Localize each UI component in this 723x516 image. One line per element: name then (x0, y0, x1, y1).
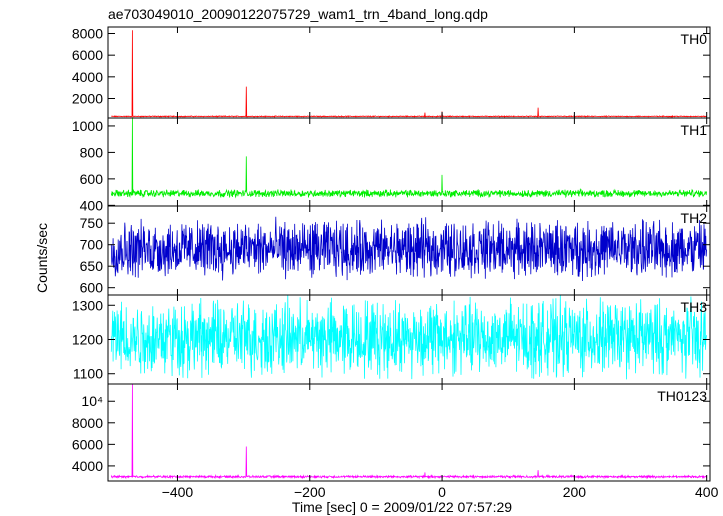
y-tick-label: 600 (80, 280, 104, 296)
x-tick-label: 200 (563, 484, 587, 500)
panel-label: TH3 (681, 299, 708, 315)
y-tick-label: 750 (80, 215, 104, 231)
series-th2 (110, 216, 707, 282)
panel-th3: 1100 1200 1300 TH3 (72, 294, 711, 385)
y-tick-label: 6000 (72, 47, 103, 63)
panel-label: TH0123 (657, 388, 707, 404)
panel-frame (107, 383, 711, 482)
y-tick-label: 400 (80, 197, 104, 213)
y-tick-label: 4000 (72, 458, 103, 474)
series-th1 (110, 117, 707, 199)
y-tick-label: 800 (80, 144, 104, 160)
y-axis-label: Counts/sec (34, 223, 50, 293)
y-tick-label: 8000 (72, 415, 103, 431)
x-axis-label: Time [sec] 0 = 2009/01/22 07:57:29 (292, 499, 512, 515)
panel-label: TH1 (681, 122, 708, 138)
panel-frame (107, 26, 711, 119)
series-th0 (111, 30, 707, 118)
x-tick-label: −200 (294, 484, 326, 500)
y-tick-label: 10⁴ (81, 393, 103, 409)
panel-label: TH0 (681, 31, 708, 47)
y-tick-label: 2000 (72, 91, 103, 107)
panel-th1: 400 600 800 1000 TH1 (72, 117, 711, 213)
x-tick-label: 0 (438, 484, 446, 500)
x-tick-label: 400 (695, 484, 719, 500)
series-th0123 (110, 383, 707, 480)
panel-th0123: 4000 6000 8000 10⁴ TH0123 (72, 383, 711, 482)
y-tick-label: 8000 (72, 26, 103, 42)
y-tick-label: 1000 (72, 118, 103, 134)
y-tick-label: 1200 (72, 332, 103, 348)
chart-title: ae703049010_20090122075729_wam1_trn_4ban… (108, 6, 488, 22)
y-tick-label: 6000 (72, 436, 103, 452)
y-tick-label: 700 (80, 237, 104, 253)
y-tick-label: 600 (80, 171, 104, 187)
panel-label: TH2 (681, 210, 708, 226)
x-tick-label: −400 (162, 484, 194, 500)
y-tick-label: 4000 (72, 69, 103, 85)
panel-th2: 600 650 700 750 TH2 (80, 205, 711, 296)
series-th3 (110, 294, 707, 380)
y-tick-label: 1100 (73, 366, 103, 382)
y-tick-label: 650 (80, 258, 104, 274)
panel-th0: 2000 4000 6000 8000 TH0 (72, 26, 711, 119)
y-tick-label: 1300 (72, 297, 103, 313)
